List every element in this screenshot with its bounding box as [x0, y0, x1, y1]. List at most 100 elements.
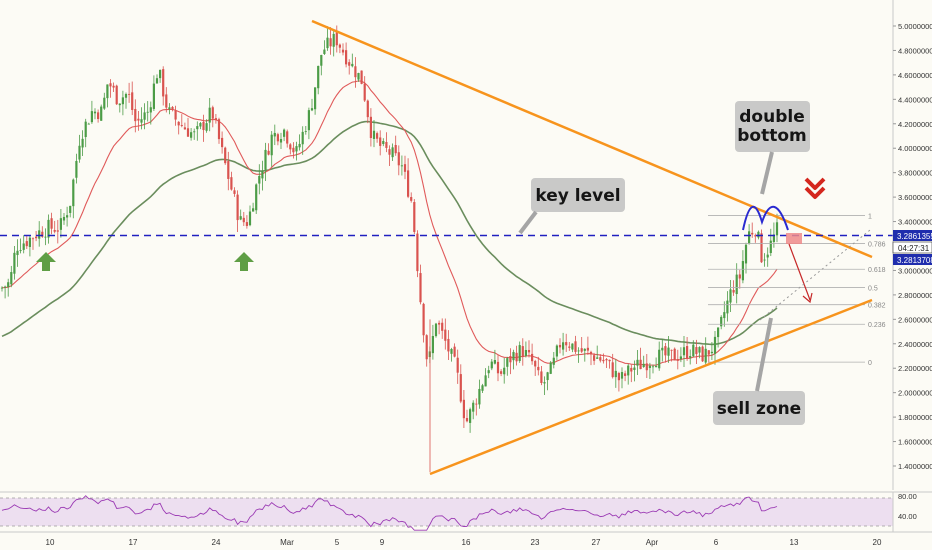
candle-body[interactable]: [726, 300, 729, 314]
candle-body[interactable]: [255, 184, 258, 211]
candle-body[interactable]: [701, 346, 704, 362]
candle-body[interactable]: [552, 357, 555, 365]
candle-body[interactable]: [617, 373, 620, 381]
candle-body[interactable]: [307, 110, 310, 131]
candle-body[interactable]: [323, 49, 326, 55]
candle-body[interactable]: [583, 348, 586, 351]
candle-body[interactable]: [276, 134, 279, 142]
candle-body[interactable]: [422, 303, 425, 336]
candle-body[interactable]: [245, 222, 248, 226]
candle-body[interactable]: [109, 83, 112, 87]
candle-body[interactable]: [484, 375, 487, 387]
key-level-callout[interactable]: key level: [518, 178, 625, 235]
candle-body[interactable]: [676, 359, 679, 361]
candle-body[interactable]: [667, 347, 670, 356]
candle-body[interactable]: [338, 44, 341, 48]
candle-body[interactable]: [531, 353, 534, 362]
candle-body[interactable]: [252, 208, 255, 212]
candle-body[interactable]: [713, 336, 717, 354]
candle-body[interactable]: [645, 363, 648, 371]
candle-body[interactable]: [140, 119, 143, 123]
candle-body[interactable]: [283, 129, 286, 137]
candle-body[interactable]: [345, 50, 348, 65]
candle-body[interactable]: [354, 66, 357, 78]
candle-body[interactable]: [131, 92, 134, 110]
candle-body[interactable]: [121, 97, 124, 105]
candle-body[interactable]: [360, 70, 363, 84]
candle-body[interactable]: [0, 287, 4, 289]
candle-body[interactable]: [261, 171, 264, 179]
candle-body[interactable]: [335, 32, 338, 46]
candle-body[interactable]: [565, 342, 568, 346]
candle-body[interactable]: [496, 361, 500, 374]
double-bottom-callout[interactable]: double bottom: [735, 101, 810, 195]
candle-body[interactable]: [403, 164, 407, 172]
candle-body[interactable]: [546, 372, 549, 381]
candle-body[interactable]: [620, 372, 624, 379]
candle-body[interactable]: [100, 106, 103, 121]
candle-body[interactable]: [50, 218, 53, 229]
candle-body[interactable]: [627, 365, 630, 376]
candle-body[interactable]: [425, 335, 428, 360]
candle-body[interactable]: [186, 128, 190, 137]
candle-body[interactable]: [413, 202, 416, 232]
candle-body[interactable]: [704, 348, 707, 363]
candle-body[interactable]: [596, 357, 599, 359]
candle-body[interactable]: [314, 87, 317, 110]
candle-body[interactable]: [87, 123, 90, 125]
candle-body[interactable]: [434, 323, 438, 337]
candle-body[interactable]: [527, 349, 531, 353]
candle-body[interactable]: [534, 361, 537, 367]
candle-body[interactable]: [679, 356, 682, 359]
candle-body[interactable]: [66, 215, 69, 218]
candle-body[interactable]: [630, 367, 633, 372]
candle-body[interactable]: [366, 100, 369, 118]
candle-body[interactable]: [438, 322, 441, 325]
candle-body[interactable]: [320, 54, 323, 66]
candle-body[interactable]: [72, 179, 75, 207]
candle-body[interactable]: [503, 367, 506, 375]
candle-body[interactable]: [717, 327, 720, 338]
candle-body[interactable]: [264, 149, 267, 170]
candle-body[interactable]: [81, 138, 84, 148]
candle-body[interactable]: [586, 347, 589, 351]
candle-body[interactable]: [465, 418, 469, 422]
candle-body[interactable]: [351, 63, 354, 67]
candle-body[interactable]: [134, 108, 137, 122]
candle-body[interactable]: [292, 147, 295, 153]
candle-body[interactable]: [571, 343, 574, 350]
candle-body[interactable]: [128, 93, 131, 95]
candle-body[interactable]: [673, 348, 676, 361]
candle-body[interactable]: [472, 402, 475, 412]
candle-body[interactable]: [431, 336, 434, 354]
candle-body[interactable]: [348, 62, 351, 66]
candle-body[interactable]: [512, 352, 515, 361]
candle-body[interactable]: [376, 133, 379, 139]
candle-body[interactable]: [16, 250, 19, 256]
candle-body[interactable]: [202, 121, 205, 131]
candle-body[interactable]: [757, 231, 760, 238]
candle-body[interactable]: [369, 116, 372, 139]
candle-body[interactable]: [304, 131, 307, 132]
candle-body[interactable]: [298, 143, 301, 148]
candle-body[interactable]: [686, 346, 689, 359]
candle-body[interactable]: [741, 261, 744, 281]
candle-body[interactable]: [639, 359, 642, 370]
candle-body[interactable]: [7, 282, 10, 288]
candle-body[interactable]: [735, 274, 738, 295]
candle-body[interactable]: [199, 123, 202, 127]
candle-body[interactable]: [509, 356, 512, 363]
candle-body[interactable]: [410, 197, 413, 201]
candle-body[interactable]: [326, 37, 329, 49]
candle-body[interactable]: [748, 231, 751, 244]
candle-body[interactable]: [577, 350, 580, 352]
candle-body[interactable]: [689, 356, 692, 358]
candle-body[interactable]: [636, 359, 639, 366]
candle-body[interactable]: [670, 349, 673, 351]
candle-body[interactable]: [462, 399, 465, 419]
candle-body[interactable]: [143, 112, 146, 120]
candle-body[interactable]: [363, 83, 366, 101]
candle-body[interactable]: [149, 107, 152, 113]
candle-body[interactable]: [118, 103, 121, 106]
candle-body[interactable]: [624, 373, 627, 376]
